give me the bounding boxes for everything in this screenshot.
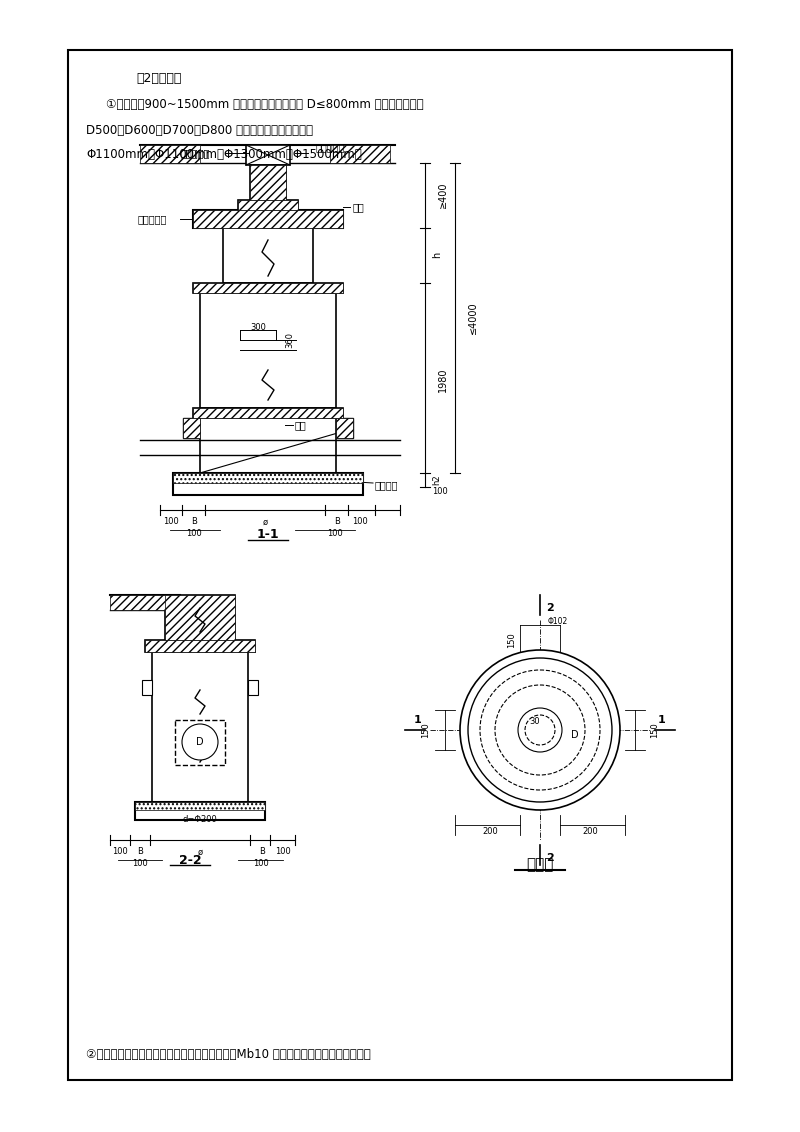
Text: D: D bbox=[571, 730, 579, 740]
Text: 150: 150 bbox=[507, 632, 517, 648]
Text: 200: 200 bbox=[482, 827, 498, 837]
Text: B: B bbox=[137, 848, 143, 857]
Bar bbox=[110, 595, 180, 610]
Bar bbox=[238, 200, 298, 211]
Circle shape bbox=[182, 724, 218, 760]
Bar bbox=[175, 720, 225, 765]
Bar bbox=[68, 50, 732, 1080]
Bar bbox=[193, 408, 343, 418]
Text: 2-2: 2-2 bbox=[178, 854, 202, 866]
Bar bbox=[173, 473, 363, 483]
Text: 100: 100 bbox=[352, 517, 368, 526]
Text: （2）、砌筑: （2）、砌筑 bbox=[136, 71, 182, 85]
Text: 100: 100 bbox=[132, 858, 148, 867]
Bar bbox=[250, 165, 286, 200]
Text: 100: 100 bbox=[163, 517, 179, 526]
Text: 30: 30 bbox=[530, 718, 540, 727]
Text: 踏步: 踏步 bbox=[295, 420, 306, 430]
Text: 100: 100 bbox=[327, 530, 343, 539]
Text: ①、直径为900~1500mm 圆形检查井适用于钢筋 D≤800mm 砌筑图列：管径: ①、直径为900~1500mm 圆形检查井适用于钢筋 D≤800mm 砌筑图列：… bbox=[106, 98, 424, 111]
Circle shape bbox=[460, 650, 620, 811]
Text: 1980: 1980 bbox=[438, 368, 448, 393]
Bar bbox=[238, 200, 298, 211]
Text: 1: 1 bbox=[658, 715, 666, 724]
Bar bbox=[183, 418, 200, 438]
Circle shape bbox=[495, 685, 585, 775]
Bar bbox=[193, 211, 343, 228]
Bar bbox=[223, 228, 313, 283]
Text: 座架: 座架 bbox=[353, 201, 365, 212]
Bar bbox=[145, 640, 255, 652]
Text: ≤4000: ≤4000 bbox=[468, 302, 478, 334]
Bar bbox=[165, 595, 235, 640]
Circle shape bbox=[480, 670, 600, 790]
Bar bbox=[193, 283, 343, 293]
Bar bbox=[142, 680, 152, 695]
Bar bbox=[193, 408, 343, 418]
Bar bbox=[152, 652, 248, 801]
Bar bbox=[248, 680, 258, 695]
Text: ø: ø bbox=[198, 848, 202, 857]
Bar bbox=[250, 165, 286, 200]
Bar bbox=[193, 283, 343, 293]
Bar bbox=[140, 145, 200, 163]
Bar bbox=[135, 801, 265, 820]
Bar bbox=[200, 418, 336, 473]
Bar bbox=[330, 145, 390, 163]
Text: ø: ø bbox=[262, 517, 267, 526]
Text: 井盖及支座: 井盖及支座 bbox=[315, 142, 345, 152]
Text: 1: 1 bbox=[414, 715, 422, 724]
Text: B: B bbox=[191, 517, 197, 526]
Text: 150: 150 bbox=[421, 722, 430, 738]
Text: 平面图: 平面图 bbox=[526, 858, 554, 873]
Bar bbox=[336, 418, 353, 438]
Text: B: B bbox=[259, 848, 265, 857]
Text: 100: 100 bbox=[275, 848, 291, 857]
Text: 100: 100 bbox=[186, 530, 202, 539]
Text: ②、模块砌筑时注意上下对孔错缝，砌筑砂浆（Mb10 砌块专用水泥砂浆）饱满，灰浆: ②、模块砌筑时注意上下对孔错缝，砌筑砂浆（Mb10 砌块专用水泥砂浆）饱满，灰浆 bbox=[86, 1048, 370, 1062]
Bar bbox=[135, 801, 265, 811]
Text: 1-1: 1-1 bbox=[257, 529, 279, 541]
Text: 2: 2 bbox=[546, 603, 554, 614]
Bar bbox=[173, 473, 363, 495]
Circle shape bbox=[518, 708, 562, 752]
Text: D: D bbox=[196, 737, 204, 747]
Circle shape bbox=[525, 715, 555, 745]
Text: 100: 100 bbox=[112, 848, 128, 857]
Text: 100: 100 bbox=[253, 858, 269, 867]
Text: 360: 360 bbox=[286, 332, 294, 348]
Text: 2: 2 bbox=[546, 854, 554, 863]
Bar bbox=[145, 640, 255, 652]
Bar bbox=[336, 418, 353, 438]
Text: 混凝土盖板: 混凝土盖板 bbox=[138, 214, 166, 224]
Text: D500，D600，D700，D800 对应的检查井直径分别为: D500，D600，D700，D800 对应的检查井直径分别为 bbox=[86, 123, 313, 137]
Text: B: B bbox=[334, 517, 340, 526]
Text: Φ102: Φ102 bbox=[548, 617, 568, 626]
Text: 100: 100 bbox=[432, 487, 448, 496]
Text: d=Φ200: d=Φ200 bbox=[182, 815, 218, 824]
Text: 200: 200 bbox=[582, 827, 598, 837]
Text: h: h bbox=[432, 252, 442, 258]
Text: 原管线图: 原管线图 bbox=[375, 480, 398, 490]
Text: 150: 150 bbox=[650, 722, 659, 738]
Bar bbox=[193, 211, 343, 228]
Text: ≥400: ≥400 bbox=[438, 182, 448, 208]
Text: Φ1100mm，Φ1100mm，Φ1300mm，Φ1500mm。: Φ1100mm，Φ1100mm，Φ1300mm，Φ1500mm。 bbox=[86, 148, 362, 162]
Bar bbox=[183, 418, 200, 438]
Bar bbox=[246, 145, 290, 165]
Bar bbox=[200, 293, 336, 408]
Text: 300: 300 bbox=[250, 323, 266, 332]
Text: h2: h2 bbox=[433, 474, 442, 486]
Text: 混凝土井圈: 混凝土井圈 bbox=[180, 148, 210, 158]
Circle shape bbox=[468, 658, 612, 801]
Bar bbox=[165, 595, 235, 640]
